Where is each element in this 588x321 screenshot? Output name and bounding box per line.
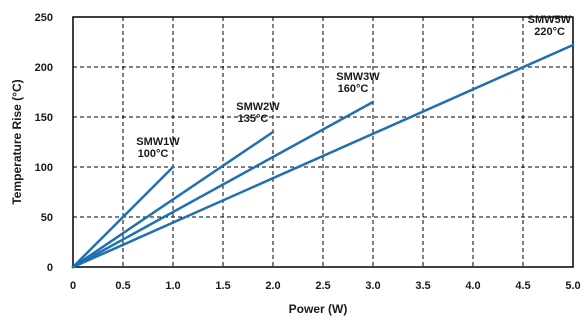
x-tick-label: 0 [70, 280, 76, 292]
x-tick-label: 2.0 [265, 280, 280, 292]
series-annotation-rating: 100°C [138, 148, 169, 160]
x-tick-label: 1.0 [165, 280, 180, 292]
series-annotation-rating: 220°C [534, 26, 565, 38]
series-line-smw1w [71, 165, 175, 269]
series-line-smw3w [71, 100, 375, 269]
series-line-smw2w [71, 130, 275, 269]
y-tick-label: 150 [35, 112, 53, 124]
series-annotation-name: SMW3W [336, 71, 380, 83]
x-axis-title: Power (W) [289, 302, 348, 316]
plot-frame [72, 16, 574, 268]
series-annotation-rating: 160°C [338, 83, 369, 95]
x-tick-label: 0.5 [115, 280, 130, 292]
series-lines [71, 43, 575, 269]
series-annotation-name: SMW2W [236, 101, 280, 113]
series-annotation-name: SMW1W [136, 136, 180, 148]
y-tick-label: 50 [41, 212, 53, 224]
x-tick-label: 1.5 [215, 280, 230, 292]
y-axis-title: Temperature Rise (°C) [10, 79, 24, 204]
y-tick-labels: 0 50 100 150 200 250 [35, 12, 53, 274]
series-annotation-name: SMW5W [528, 14, 572, 26]
y-tick-label: 200 [35, 62, 53, 74]
x-tick-label: 2.5 [315, 280, 330, 292]
series-line-smw5w [71, 43, 575, 269]
x-tick-label: 3.5 [415, 280, 430, 292]
y-tick-label: 0 [47, 262, 53, 274]
x-tick-label: 4.0 [465, 280, 480, 292]
x-tick-label: 3.0 [365, 280, 380, 292]
x-tick-label: 4.5 [515, 280, 530, 292]
grid [73, 17, 573, 267]
x-tick-labels: 0 0.5 1.0 1.5 2.0 2.5 3.0 3.5 4.0 4.5 5.0 [70, 280, 581, 292]
y-tick-label: 100 [35, 162, 53, 174]
x-tick-label: 5.0 [565, 280, 580, 292]
y-tick-label: 250 [35, 12, 53, 24]
series-annotation-rating: 135°C [238, 113, 269, 125]
